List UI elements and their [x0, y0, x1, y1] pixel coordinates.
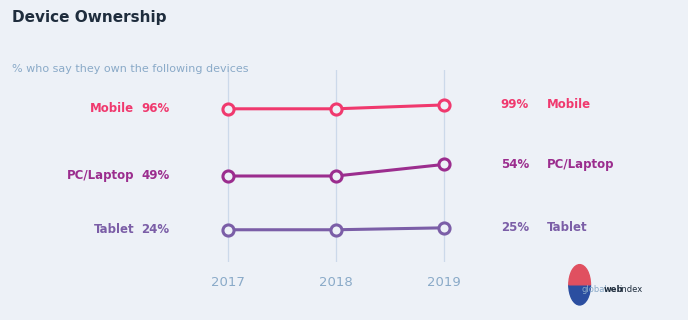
- Text: Mobile: Mobile: [547, 99, 591, 111]
- Text: Tablet: Tablet: [94, 223, 134, 236]
- Wedge shape: [569, 285, 590, 305]
- Text: 24%: 24%: [141, 223, 169, 236]
- Text: Tablet: Tablet: [547, 221, 588, 234]
- Text: Mobile: Mobile: [90, 102, 134, 115]
- Text: PC/Laptop: PC/Laptop: [547, 158, 614, 171]
- Text: global: global: [581, 285, 607, 294]
- Text: web: web: [604, 285, 623, 294]
- Text: % who say they own the following devices: % who say they own the following devices: [12, 64, 249, 74]
- Text: 99%: 99%: [501, 99, 529, 111]
- Text: 49%: 49%: [141, 170, 169, 182]
- Text: 25%: 25%: [501, 221, 529, 234]
- Text: index: index: [619, 285, 643, 294]
- Text: 54%: 54%: [501, 158, 529, 171]
- Text: Device Ownership: Device Ownership: [12, 10, 167, 25]
- Text: 96%: 96%: [141, 102, 169, 115]
- Wedge shape: [569, 265, 590, 285]
- Text: PC/Laptop: PC/Laptop: [67, 170, 134, 182]
